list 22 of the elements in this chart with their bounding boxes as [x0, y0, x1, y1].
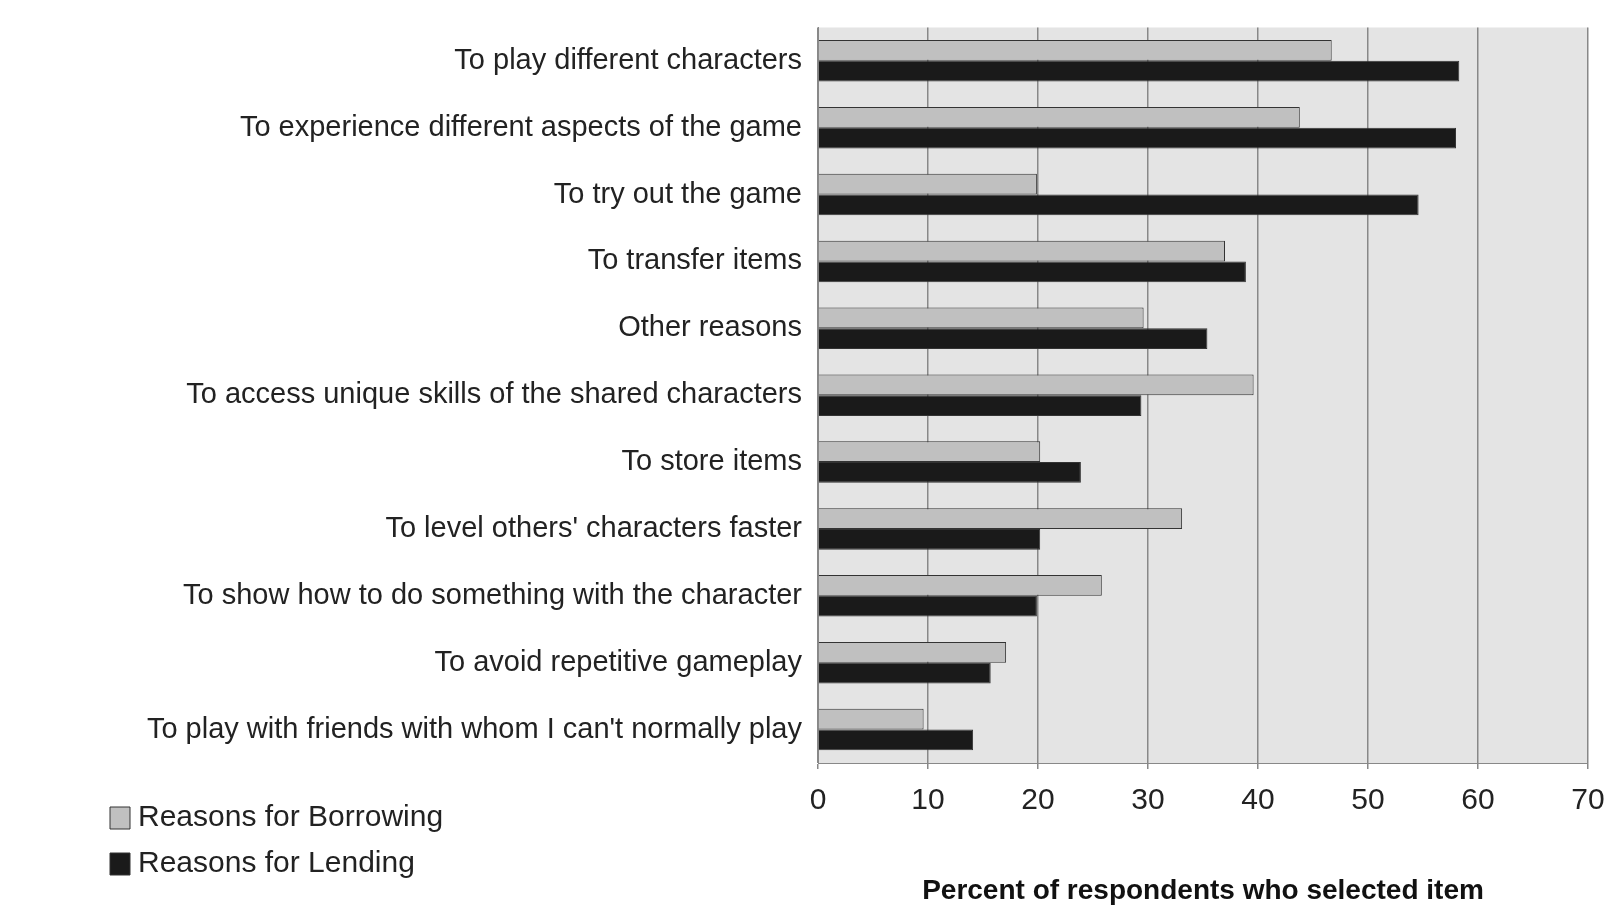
y-tick-label: To experience different aspects of the game [239, 109, 802, 142]
y-tick-label: To play with friends with whom I can't normally play [146, 711, 803, 744]
legend-label: Reasons for Borrowing [138, 799, 444, 833]
y-tick-label: To show how to do something with the character [183, 577, 803, 610]
x-tick-label: 60 [1461, 782, 1495, 816]
y-tick-label: To try out the game [553, 176, 802, 209]
y-tick-label: Other reasons [618, 310, 802, 343]
y-tick-label: To level others' characters faster [385, 510, 803, 543]
y-tick-label: To avoid repetitive gameplay [434, 644, 803, 677]
x-tick-label: 0 [809, 782, 827, 816]
y-tick-label: To transfer items [587, 243, 802, 276]
x-tick-label: 10 [911, 782, 945, 816]
x-tick-label: 40 [1241, 782, 1275, 816]
x-tick-label: 20 [1021, 782, 1055, 816]
legend-label: Reasons for Lending [138, 845, 415, 879]
y-tick-label: To play different characters [454, 42, 802, 75]
x-tick-label: 30 [1131, 782, 1165, 816]
y-tick-label: To access unique skills of the shared characters [186, 377, 802, 410]
x-tick-label: 70 [1571, 782, 1605, 816]
x-tick-label: 50 [1351, 782, 1385, 816]
x-axis-title: Percent of respondents who selected item [922, 873, 1484, 905]
y-tick-label: To store items [621, 444, 802, 477]
